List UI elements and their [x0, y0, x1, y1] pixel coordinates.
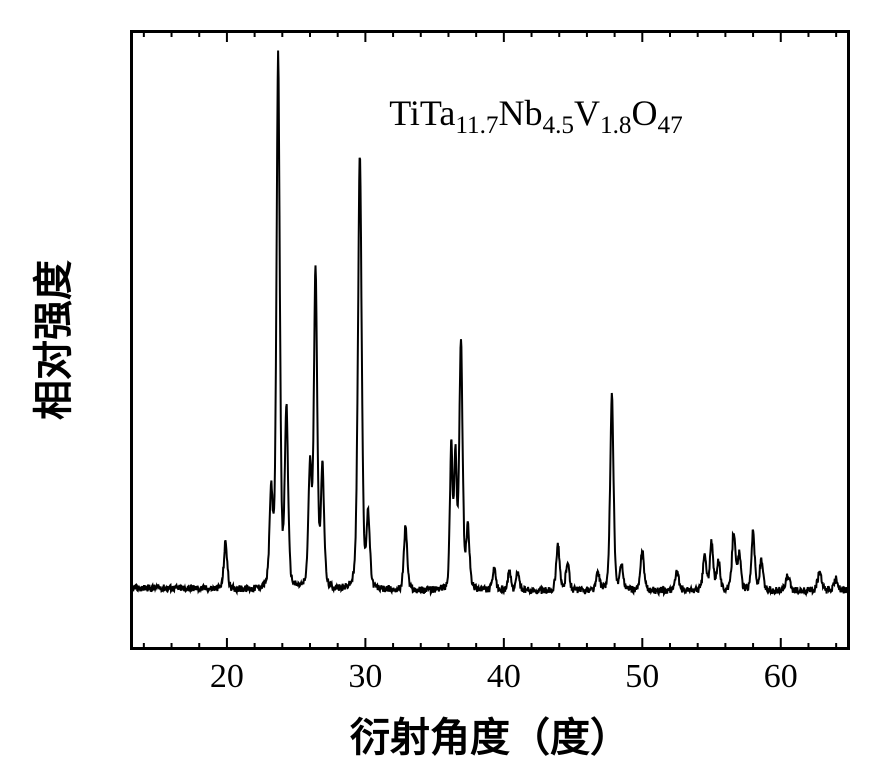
x-tick-label: 30 [348, 658, 382, 696]
compound-formula-label: TiTa11.7Nb4.5V1.8O47 [389, 92, 683, 140]
x-tick-label: 60 [764, 658, 798, 696]
x-tick-label: 20 [210, 658, 244, 696]
x-axis-label: 衍射角度（度） [350, 705, 630, 763]
xrd-figure: 相对强度 衍射角度（度） TiTa11.7Nb4.5V1.8O47 20 30 40… [0, 0, 885, 779]
x-tick-label: 40 [487, 658, 521, 696]
x-tick-label: 50 [625, 658, 659, 696]
y-axis-label: 相对强度 [21, 260, 79, 420]
